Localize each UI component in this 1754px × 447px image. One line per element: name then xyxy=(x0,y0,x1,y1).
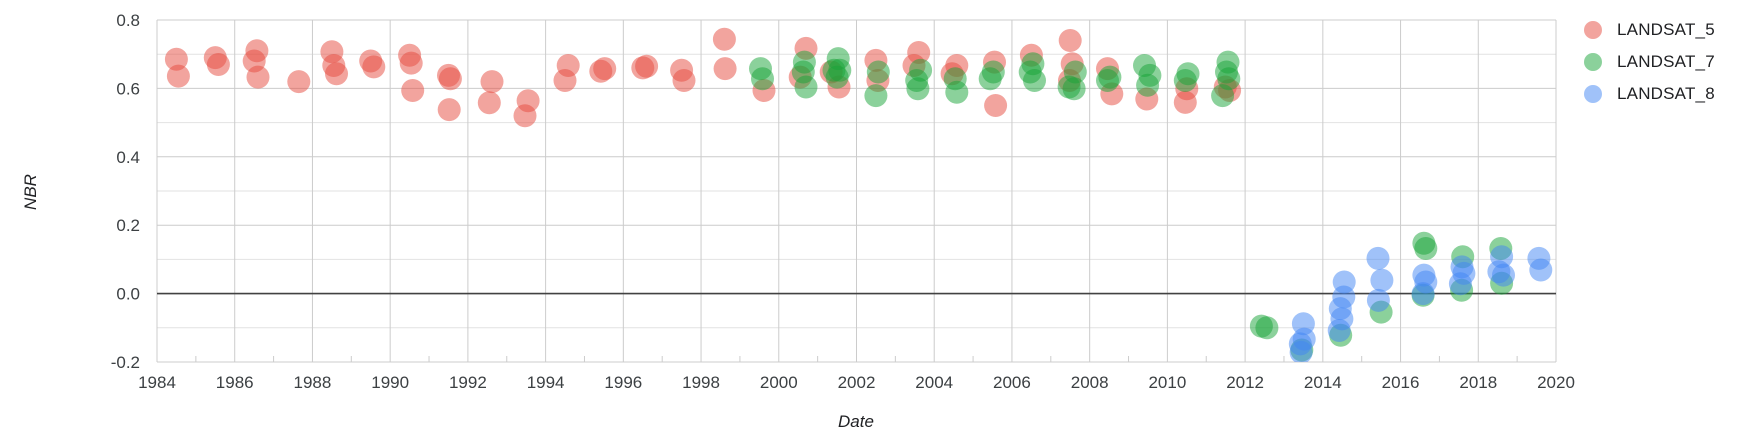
data-point-landsat_7[interactable] xyxy=(866,60,890,84)
x-tick-label: 2006 xyxy=(993,373,1031,392)
data-point-landsat_5[interactable] xyxy=(593,57,617,81)
legend-item-landsat-5[interactable]: LANDSAT_5 xyxy=(1584,16,1715,43)
data-point-landsat_7[interactable] xyxy=(1414,237,1438,260)
y-tick-label: 0.2 xyxy=(116,216,140,235)
x-tick-label: 2012 xyxy=(1226,373,1264,392)
data-point-landsat_5[interactable] xyxy=(907,41,931,64)
data-point-landsat_5[interactable] xyxy=(480,70,504,94)
data-point-landsat_5[interactable] xyxy=(984,94,1008,117)
data-point-landsat_5[interactable] xyxy=(164,47,188,71)
x-tick-label: 2016 xyxy=(1382,373,1420,392)
data-point-landsat_8[interactable] xyxy=(1448,272,1472,296)
x-tick-label: 1994 xyxy=(527,373,565,392)
x-tick-label: 1992 xyxy=(449,373,487,392)
x-tick-label: 2018 xyxy=(1459,373,1497,392)
data-point-landsat_5[interactable] xyxy=(672,69,696,92)
x-tick-label: 2010 xyxy=(1148,373,1186,392)
y-tick-label: 0.8 xyxy=(116,11,140,30)
x-tick-label: 2008 xyxy=(1071,373,1109,392)
x-tick-label: 1998 xyxy=(682,373,720,392)
data-point-landsat_5[interactable] xyxy=(477,91,501,115)
y-axis-title: NBR xyxy=(21,174,40,210)
y-tick-label: 0.0 xyxy=(116,285,140,304)
legend: LANDSAT_5 LANDSAT_7 LANDSAT_8 xyxy=(1584,16,1715,112)
data-point-landsat_5[interactable] xyxy=(399,51,423,75)
x-tick-label: 1986 xyxy=(216,373,254,392)
x-tick-label: 2004 xyxy=(915,373,953,392)
data-point-landsat_5[interactable] xyxy=(245,39,269,63)
data-point-landsat_7[interactable] xyxy=(1096,69,1119,92)
data-point-landsat_5[interactable] xyxy=(246,65,270,89)
legend-label-landsat-7: LANDSAT_7 xyxy=(1617,51,1715,71)
x-tick-label: 2002 xyxy=(838,373,876,392)
data-point-landsat_5[interactable] xyxy=(1058,29,1082,52)
y-tick-label: -0.2 xyxy=(111,353,140,372)
data-point-landsat_5[interactable] xyxy=(556,54,580,77)
y-tick-label: 0.6 xyxy=(116,79,140,98)
data-point-landsat_8[interactable] xyxy=(1370,268,1394,292)
data-point-landsat_5[interactable] xyxy=(287,70,311,94)
data-point-landsat_5[interactable] xyxy=(325,62,348,86)
data-point-landsat_5[interactable] xyxy=(437,98,461,122)
y-tick-label: 0.4 xyxy=(116,148,140,167)
x-tick-label: 1996 xyxy=(604,373,642,392)
data-point-landsat_7[interactable] xyxy=(1023,69,1046,92)
legend-swatch-landsat-5-icon xyxy=(1584,20,1602,39)
data-point-landsat_7[interactable] xyxy=(906,77,930,101)
legend-item-landsat-7[interactable]: LANDSAT_7 xyxy=(1584,48,1715,75)
x-tick-label: 2020 xyxy=(1537,373,1575,392)
data-point-landsat_5[interactable] xyxy=(362,55,386,79)
data-point-landsat_5[interactable] xyxy=(516,89,540,113)
data-point-landsat_7[interactable] xyxy=(945,80,969,104)
x-axis-title: Date xyxy=(838,412,874,431)
legend-label-landsat-5: LANDSAT_5 xyxy=(1617,19,1715,39)
data-point-landsat_7[interactable] xyxy=(825,65,849,89)
data-point-landsat_7[interactable] xyxy=(1062,77,1086,101)
legend-item-landsat-8[interactable]: LANDSAT_8 xyxy=(1584,80,1715,107)
data-point-landsat_5[interactable] xyxy=(438,67,462,91)
x-tick-label: 2014 xyxy=(1304,373,1342,392)
data-point-landsat_7[interactable] xyxy=(978,67,1002,91)
data-point-landsat_8[interactable] xyxy=(1411,282,1435,306)
data-point-landsat_7[interactable] xyxy=(1173,69,1197,92)
data-point-landsat_7[interactable] xyxy=(751,67,774,91)
data-point-landsat_8[interactable] xyxy=(1327,319,1351,342)
x-tick-label: 1988 xyxy=(294,373,332,392)
x-tick-label: 1984 xyxy=(138,373,176,392)
data-point-landsat_8[interactable] xyxy=(1492,263,1515,287)
data-point-landsat_8[interactable] xyxy=(1289,340,1313,364)
data-point-landsat_5[interactable] xyxy=(401,79,425,102)
data-point-landsat_5[interactable] xyxy=(712,27,736,51)
data-point-landsat_5[interactable] xyxy=(713,57,737,81)
data-points-layer xyxy=(164,27,1553,364)
x-tick-label: 2000 xyxy=(760,373,798,392)
x-tick-label: 1990 xyxy=(371,373,409,392)
data-point-landsat_5[interactable] xyxy=(206,53,230,76)
data-point-landsat_5[interactable] xyxy=(166,64,190,88)
data-point-landsat_5[interactable] xyxy=(635,54,659,78)
data-point-landsat_8[interactable] xyxy=(1366,246,1390,270)
data-point-landsat_7[interactable] xyxy=(794,75,818,99)
legend-swatch-landsat-8-icon xyxy=(1584,84,1602,103)
data-point-landsat_8[interactable] xyxy=(1366,288,1390,312)
data-point-landsat_7[interactable] xyxy=(1136,73,1160,97)
data-point-landsat_8[interactable] xyxy=(1529,258,1553,282)
legend-label-landsat-8: LANDSAT_8 xyxy=(1617,83,1715,103)
data-point-landsat_7[interactable] xyxy=(1255,316,1279,340)
legend-swatch-landsat-7-icon xyxy=(1584,52,1602,71)
data-point-landsat_7[interactable] xyxy=(1063,60,1087,84)
data-point-landsat_7[interactable] xyxy=(864,84,888,108)
data-point-landsat_7[interactable] xyxy=(1211,84,1235,108)
